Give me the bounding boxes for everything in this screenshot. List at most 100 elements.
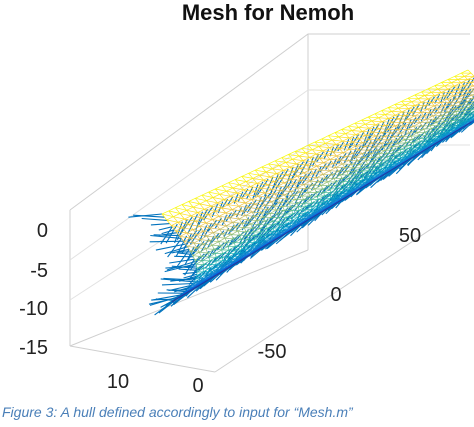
mesh-triangle-edge [322, 203, 328, 206]
mesh-section-edge [268, 197, 272, 203]
mesh-section-edge [387, 107, 392, 112]
mesh-section-edge [464, 98, 468, 102]
mesh-section-edge [425, 140, 427, 144]
mesh-triangle-edge [405, 155, 411, 158]
mesh-section-edge [398, 118, 402, 123]
normal-vector [169, 258, 195, 264]
mesh-section-edge [255, 244, 258, 249]
mesh-section-edge [184, 218, 190, 225]
normal-vector [310, 168, 317, 182]
mesh-triangle-edge [208, 270, 214, 272]
mesh-section-edge [441, 115, 444, 119]
mesh-section-edge [414, 115, 418, 120]
mesh-triangle-edge [232, 187, 244, 191]
mesh-triangle-edge [444, 120, 452, 122]
mesh-section-edge [206, 235, 210, 241]
mesh-section-edge [329, 188, 332, 193]
mesh-section-edge [352, 167, 356, 172]
normal-vector [141, 217, 168, 221]
mesh-section-edge [403, 160, 408, 163]
mesh-section-edge [299, 191, 303, 197]
mesh-section-edge [213, 249, 216, 254]
mesh-section-edge [211, 245, 215, 250]
mesh-section-edge [360, 167, 363, 172]
grid-z-5 [69, 89, 309, 261]
mesh-triangle-edge [368, 169, 376, 171]
mesh-section-edge [300, 222, 305, 225]
mesh-triangle-edge [379, 170, 385, 173]
mesh-section-edge [312, 149, 317, 155]
mesh-section-edge [277, 198, 281, 203]
mesh-section-edge [204, 209, 209, 215]
mesh-section-edge [387, 139, 391, 144]
mesh-section-edge [352, 191, 356, 194]
mesh-triangle-edge [431, 127, 439, 130]
mesh-triangle-edge [355, 182, 361, 185]
mesh-triangle-edge [175, 230, 187, 234]
mesh-section-edge [411, 150, 414, 154]
mesh-section-edge [248, 207, 253, 213]
mesh-section-edge [447, 88, 452, 93]
mesh-section-edge [323, 162, 327, 168]
mesh-triangle-edge [194, 286, 198, 289]
mesh-triangle-edge [419, 150, 424, 154]
mesh-triangle-edge [386, 166, 392, 169]
mesh-section-edge [386, 153, 389, 157]
mesh-triangle-edge [413, 146, 420, 149]
mesh-triangle-edge [316, 207, 322, 210]
mesh-section-edge [332, 151, 337, 157]
mesh-triangle-edge [195, 197, 207, 202]
mesh-section-edge [200, 275, 203, 279]
mesh-triangle-edge [191, 215, 203, 219]
mesh-section-edge [451, 82, 455, 87]
mesh-section-edge [191, 287, 196, 291]
mesh-triangle-edge [445, 135, 449, 138]
mesh-section-edge [209, 264, 211, 269]
mesh-triangle-edge [320, 169, 330, 172]
mesh-triangle-edge [179, 236, 191, 239]
normal-vector [192, 265, 203, 276]
mesh-triangle-edge [251, 199, 262, 202]
mesh-triangle-edge [411, 151, 417, 154]
mesh-section-edge [461, 72, 465, 77]
mesh-section-edge [361, 119, 366, 125]
mesh-triangle-edge [326, 154, 337, 157]
mesh-triangle-edge [367, 177, 373, 180]
mesh-triangle-edge [356, 176, 363, 179]
mesh-section-edge [280, 229, 284, 234]
mesh-section-edge [293, 183, 298, 189]
mesh-triangle-edge [419, 137, 427, 140]
mesh-section-edge [236, 260, 241, 264]
mesh-section-edge [230, 196, 236, 202]
normal-vector [198, 225, 208, 242]
mesh-section-edge [248, 248, 252, 252]
mesh-section-edge [342, 163, 346, 168]
mesh-section-edge [202, 260, 204, 265]
mesh-section-edge [201, 277, 205, 282]
mesh-triangle-edge [362, 131, 373, 133]
mesh-triangle-edge [393, 166, 398, 169]
mesh-section-edge [229, 264, 234, 268]
mesh-section-edge [261, 200, 266, 206]
mesh-section-edge [417, 132, 420, 136]
mesh-section-edge [309, 157, 314, 163]
mesh-triangle-edge [231, 234, 240, 236]
mesh-triangle-edge [281, 157, 293, 160]
mesh-triangle-edge [294, 151, 306, 154]
mesh-section-edge [427, 88, 432, 93]
mesh-triangle-edge [358, 127, 369, 129]
normal-vector [420, 111, 427, 122]
mesh-section-edge [266, 224, 268, 229]
mesh-section-edge [326, 166, 330, 172]
mesh-triangle-edge [444, 130, 450, 133]
mesh-triangle-edge [425, 131, 433, 133]
mesh-triangle-edge [279, 226, 285, 229]
mesh-section-edge [206, 200, 212, 207]
mesh-section-edge [234, 250, 236, 254]
mesh-triangle-edge [173, 216, 185, 220]
mesh-section-edge [195, 281, 199, 285]
mesh-triangle-edge [346, 144, 357, 147]
mesh-section-edge [212, 197, 218, 204]
mesh-triangle-edge [426, 139, 432, 142]
mesh-section-edge [322, 174, 326, 179]
